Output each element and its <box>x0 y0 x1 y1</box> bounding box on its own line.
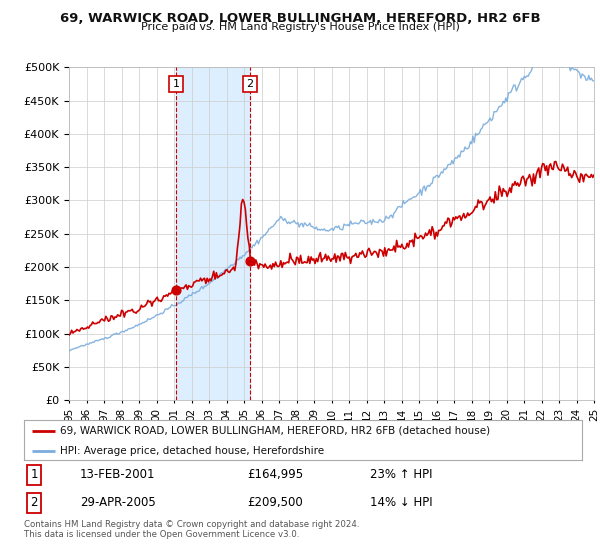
Text: 13-FEB-2001: 13-FEB-2001 <box>80 468 155 481</box>
Text: £209,500: £209,500 <box>247 497 303 510</box>
Text: 69, WARWICK ROAD, LOWER BULLINGHAM, HEREFORD, HR2 6FB: 69, WARWICK ROAD, LOWER BULLINGHAM, HERE… <box>59 12 541 25</box>
Text: 14% ↓ HPI: 14% ↓ HPI <box>370 497 433 510</box>
Text: HPI: Average price, detached house, Herefordshire: HPI: Average price, detached house, Here… <box>60 446 325 456</box>
Bar <box>176 67 250 400</box>
Text: 69, WARWICK ROAD, LOWER BULLINGHAM, HEREFORD, HR2 6FB (detached house): 69, WARWICK ROAD, LOWER BULLINGHAM, HERE… <box>60 426 490 436</box>
Text: 2: 2 <box>246 79 253 89</box>
Text: 1: 1 <box>173 79 179 89</box>
Text: 1: 1 <box>30 468 38 481</box>
Text: 29-APR-2005: 29-APR-2005 <box>80 497 155 510</box>
Text: 2: 2 <box>30 497 38 510</box>
Point <box>171 286 181 295</box>
Text: Contains HM Land Registry data © Crown copyright and database right 2024.
This d: Contains HM Land Registry data © Crown c… <box>24 520 359 539</box>
Text: 23% ↑ HPI: 23% ↑ HPI <box>370 468 433 481</box>
Text: Price paid vs. HM Land Registry's House Price Index (HPI): Price paid vs. HM Land Registry's House … <box>140 22 460 32</box>
Text: £164,995: £164,995 <box>247 468 304 481</box>
Point <box>245 256 254 265</box>
